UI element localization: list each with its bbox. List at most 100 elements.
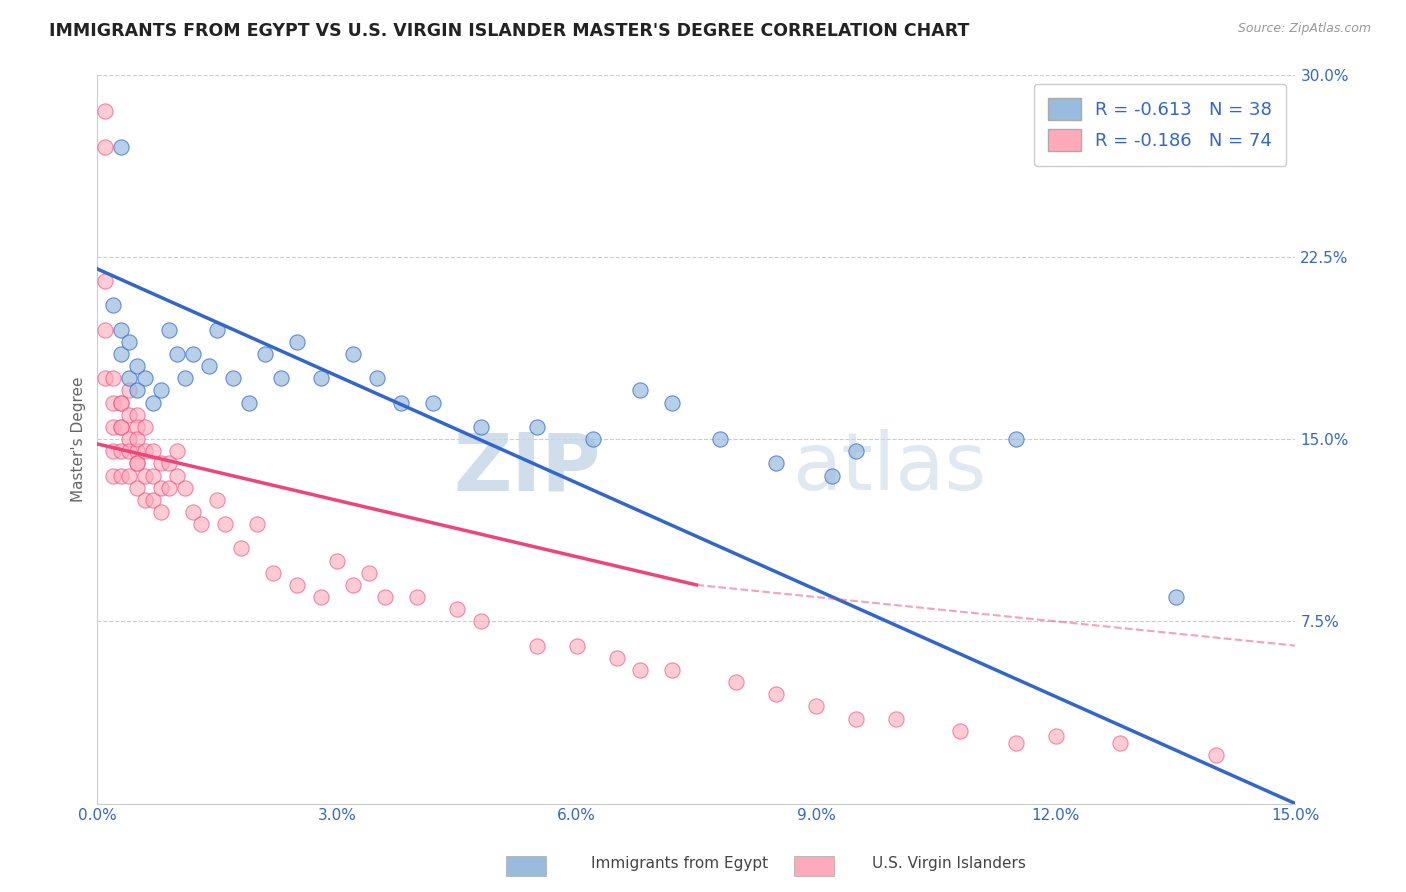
Point [709, 432, 731, 446]
Point [1005, 736, 1028, 750]
Point [470, 615, 492, 629]
Point [366, 371, 388, 385]
Point [1005, 432, 1028, 446]
Point [110, 395, 132, 409]
Point [127, 408, 149, 422]
Point [118, 384, 141, 398]
Point [150, 456, 173, 470]
Point [845, 712, 868, 726]
Point [94, 274, 117, 288]
Text: U.S. Virgin Islanders: U.S. Virgin Islanders [872, 856, 1025, 871]
Point [630, 384, 652, 398]
Point [94, 140, 117, 154]
Point [157, 323, 180, 337]
Point [127, 359, 149, 373]
Point [1045, 729, 1067, 743]
Point [118, 408, 141, 422]
Point [134, 420, 156, 434]
Point [94, 103, 117, 118]
Point [725, 675, 748, 690]
Point [127, 481, 149, 495]
Point [127, 384, 149, 398]
Point [127, 456, 149, 470]
Point [446, 602, 468, 616]
Point [118, 334, 141, 349]
Point [470, 420, 492, 434]
Point [142, 492, 165, 507]
Point [110, 347, 132, 361]
Point [565, 639, 588, 653]
Point [606, 650, 628, 665]
Point [238, 395, 260, 409]
Point [1164, 590, 1187, 604]
Point [110, 420, 132, 434]
Point [405, 590, 427, 604]
Point [103, 444, 125, 458]
Text: atlas: atlas [792, 429, 987, 508]
Text: ZIP: ZIP [453, 429, 600, 508]
Point [374, 590, 396, 604]
Point [166, 444, 188, 458]
Point [150, 481, 173, 495]
Point [118, 444, 141, 458]
Point [166, 468, 188, 483]
Point [134, 444, 156, 458]
Point [142, 395, 165, 409]
Point [285, 334, 308, 349]
Point [103, 395, 125, 409]
Point [342, 578, 364, 592]
Point [94, 371, 117, 385]
Point [661, 395, 683, 409]
Point [157, 456, 180, 470]
Text: IMMIGRANTS FROM EGYPT VS U.S. VIRGIN ISLANDER MASTER'S DEGREE CORRELATION CHART: IMMIGRANTS FROM EGYPT VS U.S. VIRGIN ISL… [49, 22, 970, 40]
Point [205, 492, 228, 507]
Point [254, 347, 277, 361]
Point [422, 395, 444, 409]
Point [262, 566, 284, 580]
Point [127, 444, 149, 458]
Point [134, 492, 156, 507]
Point [103, 371, 125, 385]
Point [181, 505, 204, 519]
Point [94, 323, 117, 337]
Point [845, 444, 868, 458]
Point [1108, 736, 1130, 750]
Point [118, 371, 141, 385]
Point [229, 541, 252, 556]
Point [214, 517, 236, 532]
Point [110, 395, 132, 409]
Point [526, 420, 548, 434]
Point [150, 505, 173, 519]
Legend: R = -0.613   N = 38, R = -0.186   N = 74: R = -0.613 N = 38, R = -0.186 N = 74 [1033, 84, 1286, 166]
Point [127, 420, 149, 434]
Point [326, 553, 349, 567]
Point [142, 468, 165, 483]
Point [134, 468, 156, 483]
Point [357, 566, 380, 580]
Point [1205, 747, 1227, 762]
Point [190, 517, 212, 532]
Point [127, 432, 149, 446]
Point [222, 371, 245, 385]
Point [110, 468, 132, 483]
Point [150, 384, 173, 398]
Point [389, 395, 412, 409]
Point [103, 468, 125, 483]
Point [118, 432, 141, 446]
Point [134, 371, 156, 385]
Point [581, 432, 603, 446]
Point [118, 468, 141, 483]
Point [884, 712, 907, 726]
Point [110, 444, 132, 458]
Point [110, 323, 132, 337]
Y-axis label: Master's Degree: Master's Degree [72, 376, 86, 502]
Point [765, 687, 787, 701]
Point [198, 359, 221, 373]
Point [103, 420, 125, 434]
Text: Immigrants from Egypt: Immigrants from Egypt [591, 856, 768, 871]
Point [806, 699, 828, 714]
Point [205, 323, 228, 337]
Point [127, 456, 149, 470]
Point [526, 639, 548, 653]
Point [110, 420, 132, 434]
